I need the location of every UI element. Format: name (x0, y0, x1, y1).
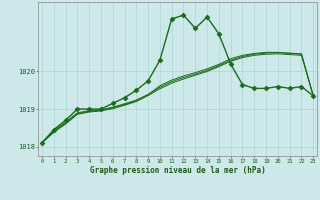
X-axis label: Graphe pression niveau de la mer (hPa): Graphe pression niveau de la mer (hPa) (90, 166, 266, 175)
